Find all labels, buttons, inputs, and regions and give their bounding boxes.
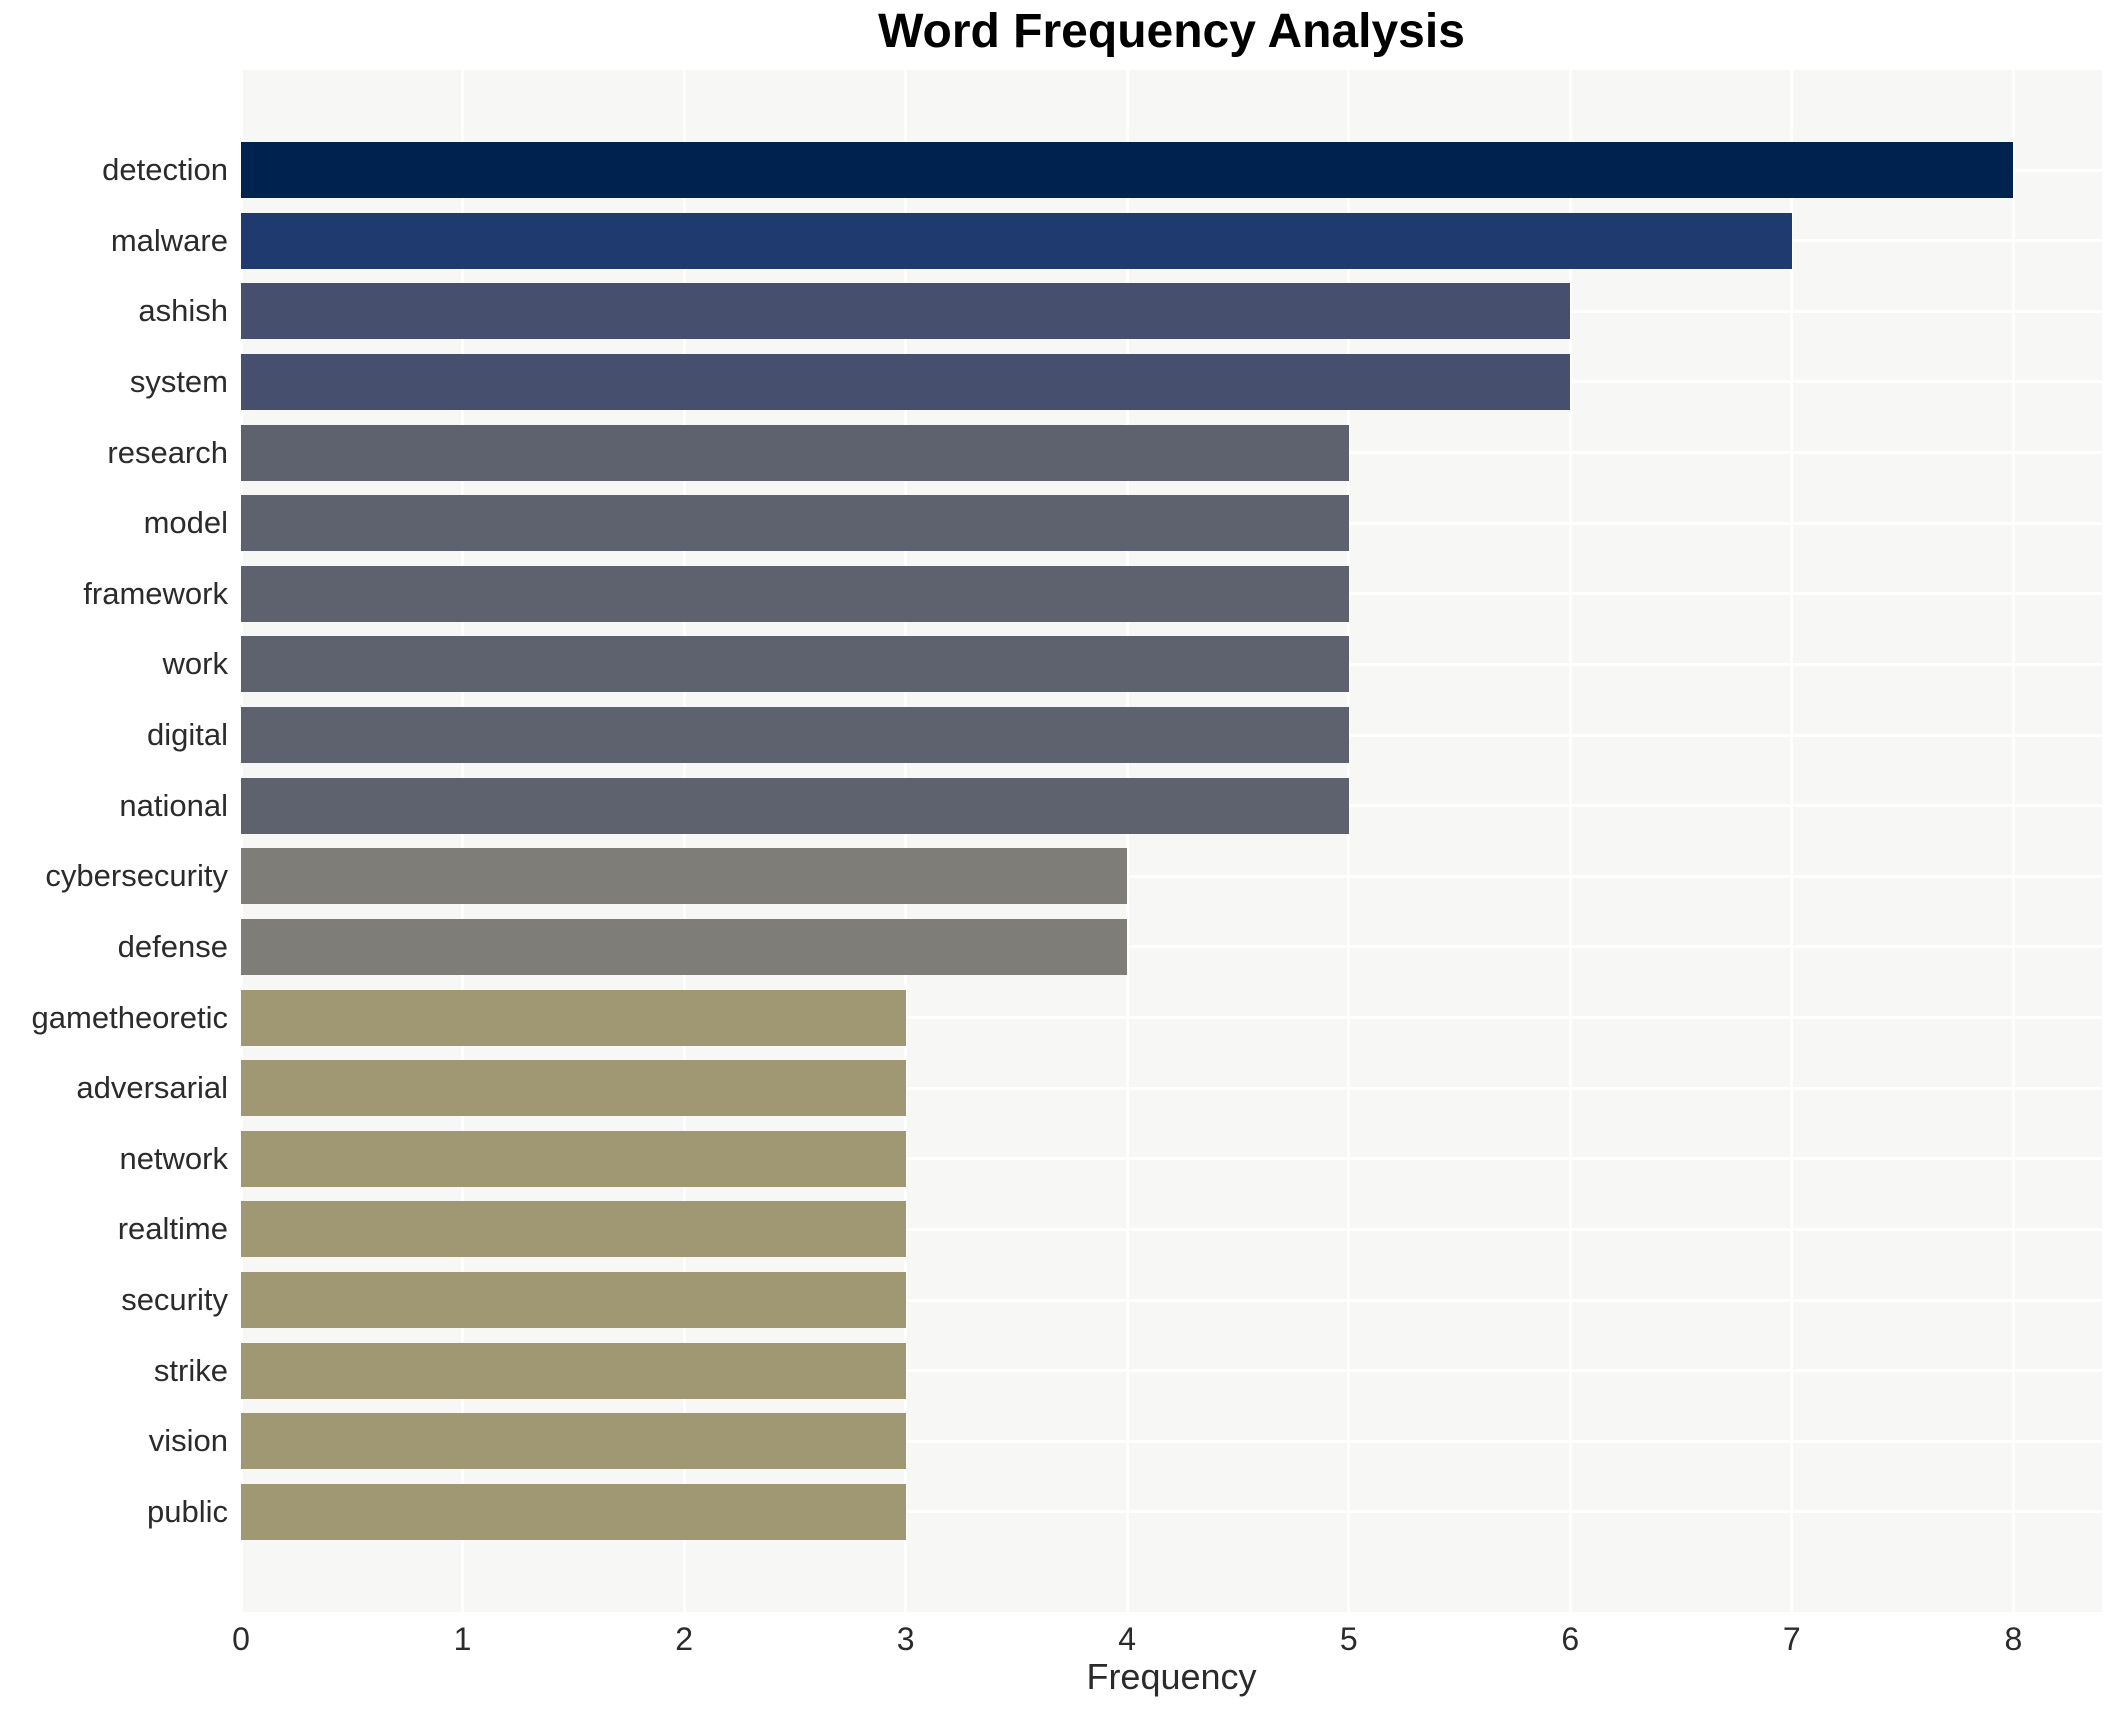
x-tick-4: 4 bbox=[1118, 1621, 1137, 1657]
vertical-gridline bbox=[461, 70, 465, 1612]
vertical-gridline bbox=[2011, 70, 2015, 1612]
horizontal-gridline bbox=[241, 1510, 2102, 1514]
category-label-vision: vision bbox=[148, 1423, 228, 1459]
x-tick-0: 0 bbox=[232, 1621, 250, 1657]
category-label-system: system bbox=[129, 363, 228, 399]
bar-security bbox=[241, 1272, 906, 1329]
category-label-ashish: ashish bbox=[138, 293, 228, 329]
bar-national bbox=[241, 777, 1349, 834]
horizontal-gridline bbox=[241, 1086, 2102, 1090]
plot-area bbox=[239, 70, 2102, 1612]
horizontal-gridline bbox=[241, 874, 2102, 878]
x-tick-8: 8 bbox=[2004, 1621, 2023, 1657]
category-label-national: national bbox=[119, 787, 228, 823]
bar-ashish bbox=[241, 283, 1571, 340]
bar-research bbox=[241, 424, 1349, 481]
category-label-malware: malware bbox=[110, 222, 228, 258]
category-label-framework: framework bbox=[83, 575, 228, 611]
horizontal-gridline bbox=[241, 1369, 2102, 1373]
x-tick-6: 6 bbox=[1561, 1621, 1580, 1657]
vertical-gridline bbox=[1568, 70, 1572, 1612]
bar-cybersecurity bbox=[241, 848, 1128, 905]
category-label-cybersecurity: cybersecurity bbox=[45, 858, 228, 894]
x-tick-7: 7 bbox=[1782, 1621, 1801, 1657]
bar-digital bbox=[241, 707, 1349, 764]
x-tick-5: 5 bbox=[1339, 1621, 1358, 1657]
category-label-network: network bbox=[119, 1140, 228, 1176]
bar-vision bbox=[241, 1413, 906, 1470]
horizontal-gridline bbox=[241, 1016, 2102, 1020]
horizontal-gridline bbox=[241, 1227, 2102, 1231]
bar-work bbox=[241, 636, 1349, 693]
category-label-adversarial: adversarial bbox=[76, 1070, 228, 1106]
x-tick-2: 2 bbox=[675, 1621, 693, 1657]
category-label-model: model bbox=[143, 505, 228, 541]
vertical-gridline bbox=[1347, 70, 1351, 1612]
bar-public bbox=[241, 1483, 906, 1540]
category-label-public: public bbox=[147, 1493, 228, 1529]
x-axis-label: Frequency bbox=[1086, 1656, 1257, 1697]
bar-model bbox=[241, 495, 1349, 552]
bar-gametheoretic bbox=[241, 989, 906, 1046]
category-label-strike: strike bbox=[153, 1352, 228, 1388]
category-label-research: research bbox=[107, 434, 228, 470]
bar-system bbox=[241, 353, 1571, 410]
x-tick-3: 3 bbox=[896, 1621, 915, 1657]
horizontal-gridline bbox=[241, 945, 2102, 949]
vertical-gridline bbox=[682, 70, 686, 1612]
bar-strike bbox=[241, 1342, 906, 1399]
bar-detection bbox=[241, 142, 2014, 198]
horizontal-gridline bbox=[241, 1157, 2102, 1161]
vertical-gridline bbox=[904, 70, 908, 1612]
bar-malware bbox=[241, 212, 1792, 269]
bar-framework bbox=[241, 565, 1349, 622]
category-label-work: work bbox=[162, 646, 228, 682]
bar-realtime bbox=[241, 1201, 906, 1258]
chart-title: Word Frequency Analysis bbox=[878, 5, 1465, 58]
category-label-detection: detection bbox=[102, 152, 228, 187]
category-label-digital: digital bbox=[147, 717, 228, 753]
x-tick-1: 1 bbox=[453, 1621, 472, 1657]
category-label-gametheoretic: gametheoretic bbox=[31, 999, 228, 1035]
vertical-gridline bbox=[239, 70, 243, 1612]
category-label-realtime: realtime bbox=[117, 1211, 228, 1247]
bar-network bbox=[241, 1130, 906, 1187]
category-label-security: security bbox=[121, 1282, 228, 1318]
horizontal-gridline bbox=[241, 1439, 2102, 1443]
bar-adversarial bbox=[241, 1060, 906, 1117]
vertical-gridline bbox=[1790, 70, 1794, 1612]
bar-defense bbox=[241, 918, 1128, 975]
category-label-defense: defense bbox=[117, 928, 228, 964]
vertical-gridline bbox=[1125, 70, 1129, 1612]
horizontal-gridline bbox=[241, 1298, 2102, 1302]
